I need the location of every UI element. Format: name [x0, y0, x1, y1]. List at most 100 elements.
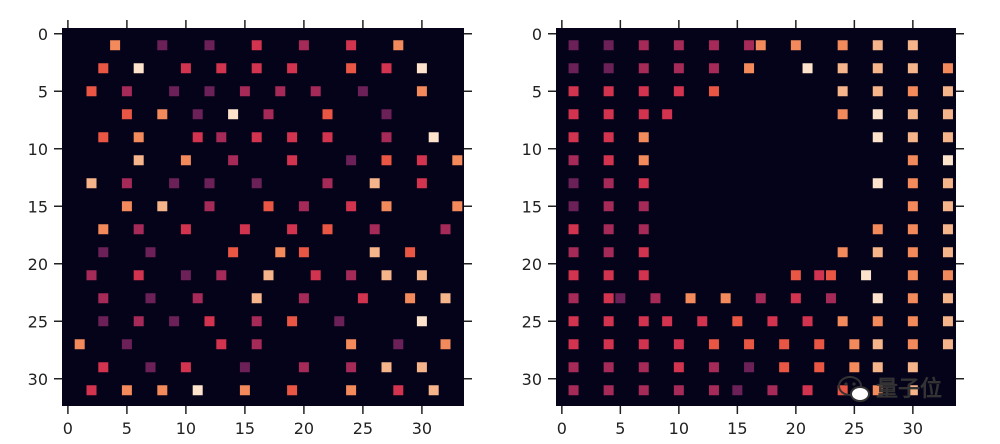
- heatmap-cell: [133, 155, 144, 166]
- heatmap-cell: [907, 178, 918, 189]
- heatmap-cell: [251, 293, 262, 304]
- heatmap-cell: [263, 201, 274, 212]
- heatmap-cell: [907, 293, 918, 304]
- heatmap-cell: [98, 132, 109, 143]
- heatmap-cell: [825, 270, 836, 281]
- heatmap-cell: [381, 132, 392, 143]
- heatmap-cell: [346, 40, 357, 51]
- heatmap-cell: [121, 178, 132, 189]
- heatmap-cell: [708, 40, 719, 51]
- heatmap-cell: [790, 40, 801, 51]
- heatmap-cell: [755, 40, 766, 51]
- x-tick-label: 10: [669, 419, 689, 438]
- heatmap-cell: [744, 339, 755, 350]
- heatmap-cell: [216, 132, 227, 143]
- heatmap-cell: [287, 224, 298, 235]
- left-heatmap-panel: 0 5 10 15 20 25 30 0 5 10 15 20 25 30: [28, 20, 472, 438]
- heatmap-cell: [638, 201, 649, 212]
- heatmap-cell: [568, 63, 579, 74]
- heatmap-cell: [907, 40, 918, 51]
- heatmap-cell: [251, 63, 262, 74]
- heatmap-cell: [942, 270, 953, 281]
- heatmap-cell: [708, 362, 719, 373]
- heatmap-cell: [907, 339, 918, 350]
- heatmap-cell: [381, 155, 392, 166]
- x-tick-label: 25: [844, 419, 864, 438]
- x-tick-label: 0: [557, 419, 567, 438]
- heatmap-cell: [837, 86, 848, 97]
- heatmap-cell: [872, 63, 883, 74]
- heatmap-cell: [192, 385, 203, 396]
- heatmap-cell: [907, 316, 918, 327]
- heatmap-cell: [239, 224, 250, 235]
- heatmap-cell: [428, 385, 439, 396]
- heatmap-cell: [872, 224, 883, 235]
- heatmap-cell: [673, 40, 684, 51]
- heatmap-cell: [568, 40, 579, 51]
- heatmap-cell: [638, 109, 649, 120]
- heatmap-cell: [814, 270, 825, 281]
- y-tick-label: 20: [28, 255, 48, 274]
- heatmap-cell: [942, 132, 953, 143]
- heatmap-cell: [251, 178, 262, 189]
- heatmap-cell: [416, 270, 427, 281]
- heatmap-cell: [568, 385, 579, 396]
- heatmap-cell: [121, 109, 132, 120]
- heatmap-cell: [346, 155, 357, 166]
- heatmap-cell: [110, 40, 121, 51]
- heatmap-cell: [298, 40, 309, 51]
- heatmap-cell: [157, 385, 168, 396]
- heatmap-cell: [720, 293, 731, 304]
- heatmap-cell: [603, 293, 614, 304]
- heatmap-cell: [744, 40, 755, 51]
- heatmap-cell: [907, 132, 918, 143]
- heatmap-cell: [825, 293, 836, 304]
- heatmap-cell: [673, 63, 684, 74]
- watermark: 量子位: [838, 376, 942, 402]
- heatmap-cell: [755, 293, 766, 304]
- heatmap-cell: [708, 339, 719, 350]
- heatmap-cell: [568, 224, 579, 235]
- heatmap-cell: [133, 224, 144, 235]
- heatmap-cell: [98, 293, 109, 304]
- heatmap-cell: [287, 132, 298, 143]
- heatmap-cell: [638, 247, 649, 258]
- heatmap-cell: [872, 362, 883, 373]
- heatmap-cell: [322, 109, 333, 120]
- heatmap-cell: [133, 270, 144, 281]
- heatmap-cell: [790, 293, 801, 304]
- heatmap-cell: [145, 293, 156, 304]
- heatmap-cell: [416, 362, 427, 373]
- heatmap-cell: [145, 362, 156, 373]
- heatmap-cell: [393, 40, 404, 51]
- heatmap-cell: [204, 40, 215, 51]
- x-tick-label: 30: [412, 419, 432, 438]
- heatmap-cell: [180, 155, 191, 166]
- heatmap-cell: [673, 362, 684, 373]
- heatmap-cell: [440, 224, 451, 235]
- heatmap-cell: [568, 339, 579, 350]
- heatmap-cell: [74, 339, 85, 350]
- heatmap-cell: [942, 224, 953, 235]
- heatmap-cell: [346, 63, 357, 74]
- heatmap-cell: [381, 270, 392, 281]
- heatmap-cell: [239, 86, 250, 97]
- heatmap-cell: [251, 40, 262, 51]
- heatmap-cell: [228, 155, 239, 166]
- heatmap-cell: [638, 155, 649, 166]
- x-tick-label: 20: [786, 419, 806, 438]
- heatmap-cell: [837, 63, 848, 74]
- heatmap-background: [62, 28, 464, 406]
- heatmap-cell: [381, 63, 392, 74]
- y-tick-label: 25: [28, 312, 48, 331]
- heatmap-cell: [872, 385, 883, 396]
- heatmap-cell: [603, 362, 614, 373]
- heatmap-cell: [638, 339, 649, 350]
- heatmap-cell: [452, 155, 463, 166]
- heatmap-cell: [440, 339, 451, 350]
- heatmap-cell: [192, 132, 203, 143]
- heatmap-cell: [298, 362, 309, 373]
- y-tick-label: 20: [522, 255, 542, 274]
- heatmap-cell: [872, 316, 883, 327]
- heatmap-cell: [228, 109, 239, 120]
